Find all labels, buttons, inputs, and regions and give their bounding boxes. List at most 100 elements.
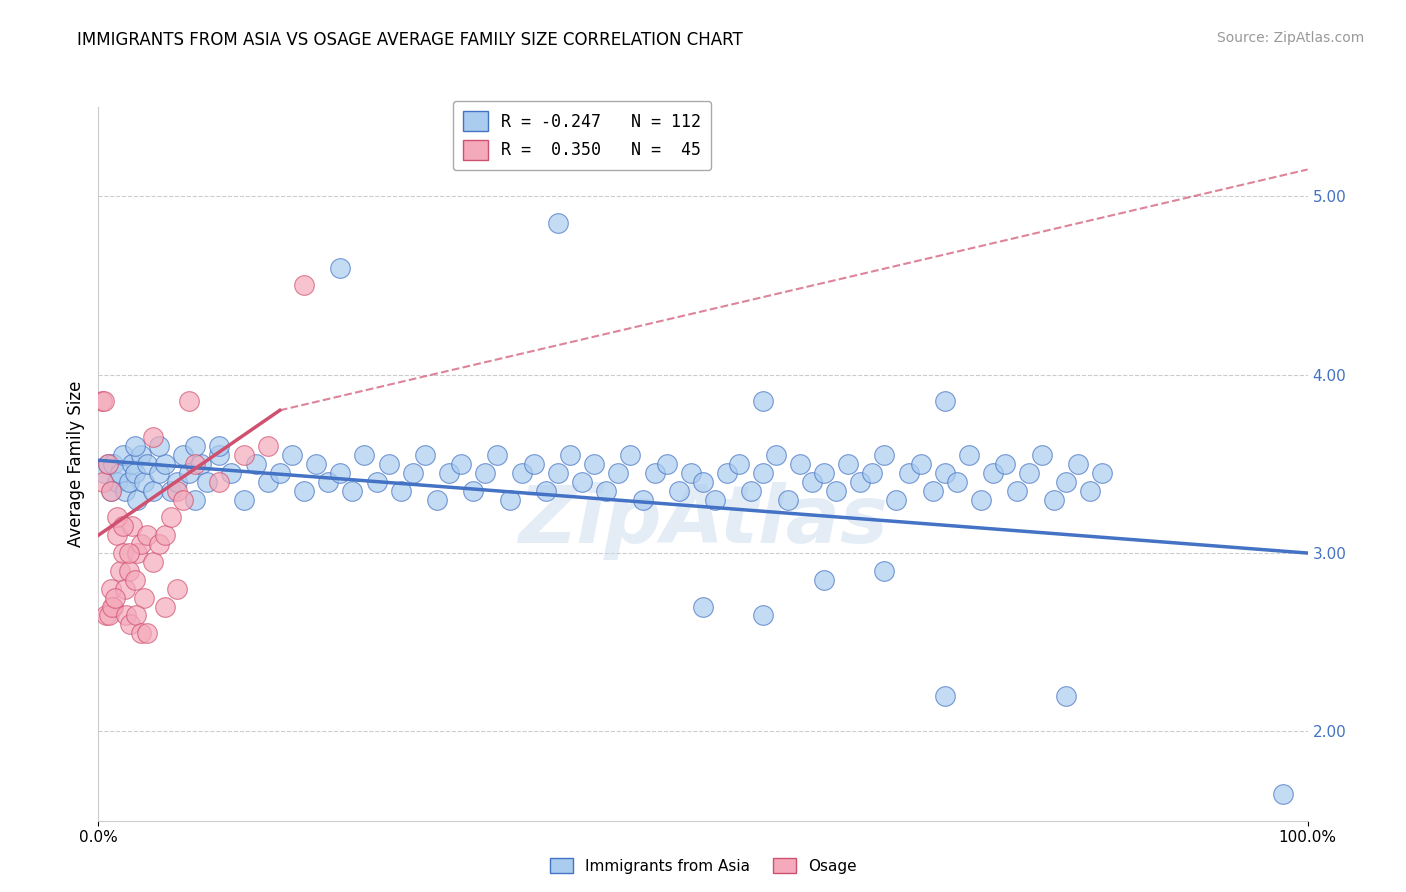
Point bbox=[571, 475, 593, 489]
Point bbox=[114, 582, 136, 596]
Point bbox=[108, 564, 131, 578]
Point bbox=[184, 492, 207, 507]
Point bbox=[100, 483, 122, 498]
Point bbox=[115, 608, 138, 623]
Text: IMMIGRANTS FROM ASIA VS OSAGE AVERAGE FAMILY SIZE CORRELATION CHART: IMMIGRANTS FROM ASIA VS OSAGE AVERAGE FA… bbox=[77, 31, 744, 49]
Point bbox=[153, 599, 176, 614]
Point bbox=[910, 457, 932, 471]
Point bbox=[179, 394, 201, 409]
Point bbox=[127, 546, 149, 560]
Point bbox=[108, 466, 131, 480]
Point bbox=[97, 457, 120, 471]
Point bbox=[93, 394, 115, 409]
Legend: Immigrants from Asia, Osage: Immigrants from Asia, Osage bbox=[544, 852, 862, 880]
Point bbox=[789, 457, 811, 471]
Point bbox=[142, 555, 165, 569]
Point bbox=[179, 466, 201, 480]
Point bbox=[970, 492, 993, 507]
Point bbox=[129, 448, 152, 462]
Point bbox=[825, 483, 848, 498]
Point bbox=[135, 457, 157, 471]
Point bbox=[437, 466, 460, 480]
Point bbox=[98, 608, 121, 623]
Point bbox=[474, 466, 496, 480]
Point bbox=[101, 599, 124, 614]
Point bbox=[172, 492, 194, 507]
Point bbox=[692, 599, 714, 614]
Legend: R = -0.247   N = 112, R =  0.350   N =  45: R = -0.247 N = 112, R = 0.350 N = 45 bbox=[453, 101, 711, 170]
Point bbox=[305, 457, 328, 471]
Point bbox=[124, 466, 146, 480]
Point bbox=[583, 457, 606, 471]
Point bbox=[934, 394, 956, 409]
Point bbox=[510, 466, 533, 480]
Point bbox=[402, 466, 425, 480]
Point bbox=[426, 492, 449, 507]
Point bbox=[245, 457, 267, 471]
Point bbox=[921, 483, 943, 498]
Point bbox=[118, 475, 141, 489]
Point bbox=[860, 466, 883, 480]
Point bbox=[813, 573, 835, 587]
Point bbox=[127, 492, 149, 507]
Point bbox=[184, 457, 207, 471]
Point bbox=[716, 466, 738, 480]
Point bbox=[166, 483, 188, 498]
Point bbox=[125, 608, 148, 623]
Point bbox=[740, 483, 762, 498]
Point bbox=[153, 528, 176, 542]
Point bbox=[547, 466, 569, 480]
Point bbox=[101, 457, 124, 471]
Point bbox=[148, 466, 170, 480]
Point bbox=[94, 608, 117, 623]
Point bbox=[752, 466, 775, 480]
Point bbox=[160, 510, 183, 524]
Text: Source: ZipAtlas.com: Source: ZipAtlas.com bbox=[1216, 31, 1364, 45]
Point bbox=[129, 537, 152, 551]
Point bbox=[111, 448, 134, 462]
Point bbox=[124, 439, 146, 453]
Point bbox=[765, 448, 787, 462]
Point bbox=[1007, 483, 1029, 498]
Point bbox=[105, 510, 128, 524]
Point bbox=[105, 475, 128, 489]
Point bbox=[208, 439, 231, 453]
Point bbox=[873, 448, 896, 462]
Point bbox=[1042, 492, 1064, 507]
Point bbox=[1272, 787, 1295, 801]
Point bbox=[752, 394, 775, 409]
Point bbox=[114, 483, 136, 498]
Point bbox=[692, 475, 714, 489]
Point bbox=[329, 466, 352, 480]
Point bbox=[111, 546, 134, 560]
Point bbox=[118, 564, 141, 578]
Point bbox=[135, 528, 157, 542]
Point bbox=[100, 599, 122, 614]
Point bbox=[897, 466, 920, 480]
Point bbox=[104, 591, 127, 605]
Point bbox=[389, 483, 412, 498]
Point bbox=[91, 394, 114, 409]
Point bbox=[292, 483, 315, 498]
Point bbox=[1054, 689, 1077, 703]
Point bbox=[100, 483, 122, 498]
Point bbox=[934, 689, 956, 703]
Point bbox=[946, 475, 969, 489]
Point bbox=[1091, 466, 1114, 480]
Point bbox=[655, 457, 678, 471]
Point bbox=[292, 278, 315, 293]
Point bbox=[148, 439, 170, 453]
Y-axis label: Average Family Size: Average Family Size bbox=[66, 381, 84, 547]
Point bbox=[704, 492, 727, 507]
Point bbox=[208, 475, 231, 489]
Point bbox=[849, 475, 872, 489]
Point bbox=[353, 448, 375, 462]
Point bbox=[366, 475, 388, 489]
Point bbox=[190, 457, 212, 471]
Point bbox=[134, 475, 156, 489]
Point bbox=[619, 448, 641, 462]
Point bbox=[135, 626, 157, 640]
Point bbox=[1078, 483, 1101, 498]
Point bbox=[208, 448, 231, 462]
Point bbox=[873, 564, 896, 578]
